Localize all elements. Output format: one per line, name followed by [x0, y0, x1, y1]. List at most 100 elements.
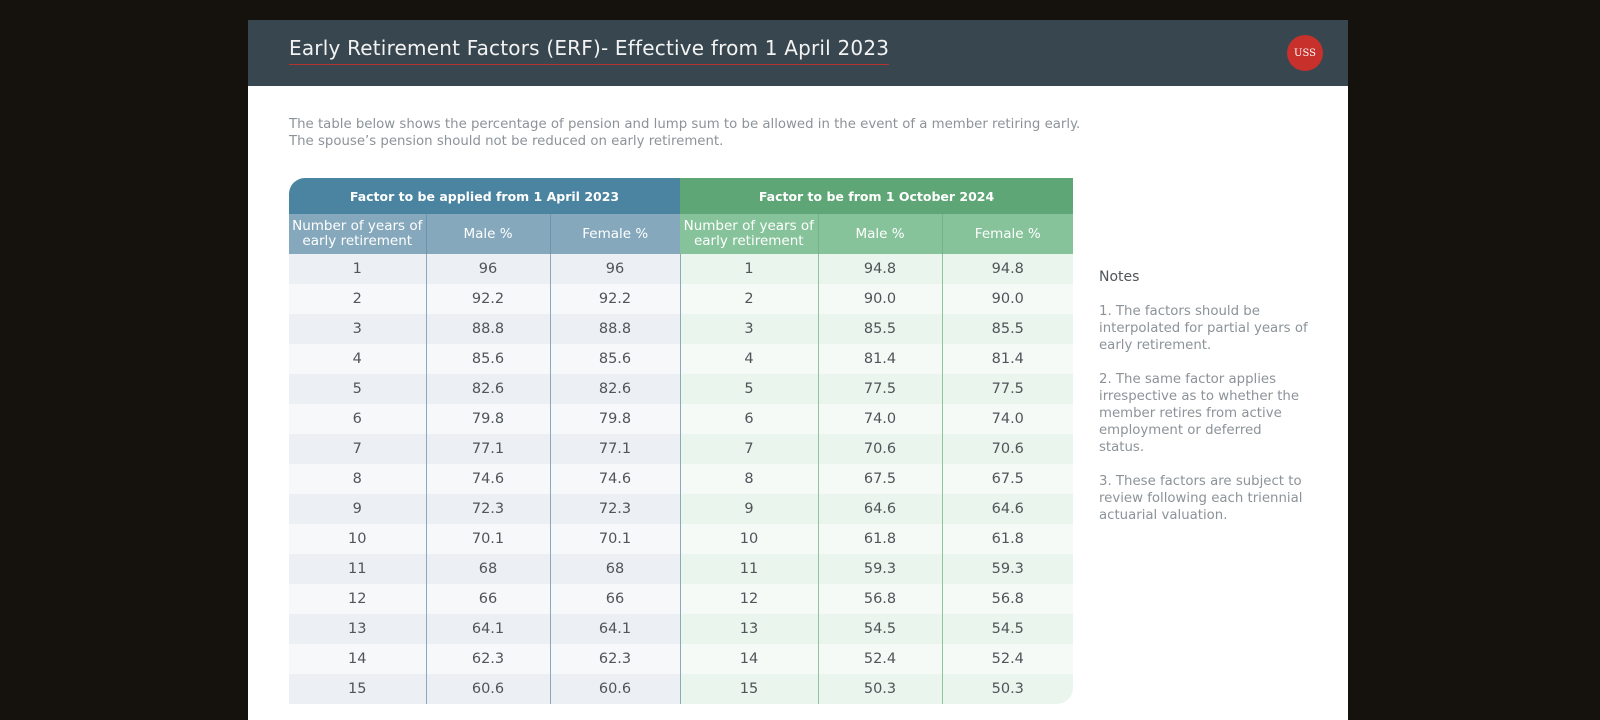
years-2024-cell: 3 — [680, 314, 819, 344]
male-2023-cell: 70.1 — [425, 524, 550, 554]
years-2024-cell: 12 — [680, 584, 819, 614]
male-2024-cell: 81.4 — [817, 344, 943, 374]
female-2024-cell: 81.4 — [941, 344, 1074, 374]
female-2023-cell: 85.6 — [549, 344, 681, 374]
male-2023-cell: 74.6 — [425, 464, 550, 494]
table-body: 1 96 96 1 94.8 94.8 2 92.2 92.2 2 90.0 90.0 3 88.8 88.… — [289, 254, 1074, 704]
years-2024-cell: 7 — [680, 434, 819, 464]
female-2023-cell: 92.2 — [549, 284, 681, 314]
years-2023-cell: 7 — [289, 434, 426, 464]
table-row: 10 70.1 70.1 10 61.8 61.8 — [289, 524, 1074, 554]
male-2023-cell: 66 — [425, 584, 550, 614]
notes-panel: Notes 1. The factors should be interpola… — [1099, 269, 1309, 541]
male-2024-cell: 74.0 — [817, 404, 943, 434]
intro-line-2: The spouse’s pension should not be reduc… — [289, 134, 724, 149]
years-2024-cell: 6 — [680, 404, 819, 434]
table-row: 13 64.1 64.1 13 54.5 54.5 — [289, 614, 1074, 644]
female-2023-cell: 70.1 — [549, 524, 681, 554]
group-header-2024: Factor to be from 1 October 2024 — [680, 178, 1074, 214]
female-2023-cell: 82.6 — [549, 374, 681, 404]
male-2023-cell: 72.3 — [425, 494, 550, 524]
male-2023-cell: 77.1 — [425, 434, 550, 464]
years-2023-cell: 14 — [289, 644, 426, 674]
female-2024-cell: 70.6 — [941, 434, 1074, 464]
female-2023-cell: 64.1 — [549, 614, 681, 644]
table-row: 6 79.8 79.8 6 74.0 74.0 — [289, 404, 1074, 434]
years-2024-cell: 4 — [680, 344, 819, 374]
male-2024-cell: 59.3 — [817, 554, 943, 584]
table-row: 1 96 96 1 94.8 94.8 — [289, 254, 1074, 284]
female-2024-cell: 74.0 — [941, 404, 1074, 434]
female-2024-cell: 56.8 — [941, 584, 1074, 614]
female-2023-cell: 68 — [549, 554, 681, 584]
male-2024-cell: 52.4 — [817, 644, 943, 674]
years-2023-cell: 15 — [289, 674, 426, 704]
male-2024-cell: 77.5 — [817, 374, 943, 404]
note-3: 3. These factors are subject to review f… — [1099, 474, 1303, 523]
years-2024-cell: 8 — [680, 464, 819, 494]
female-2024-cell: 77.5 — [941, 374, 1074, 404]
years-2024-cell: 5 — [680, 374, 819, 404]
intro-line-1: The table below shows the percentage of … — [289, 117, 1081, 132]
years-2024-cell: 1 — [680, 254, 819, 284]
col-header-years-2024: Number of years of early retirement — [680, 214, 819, 254]
male-2023-cell: 85.6 — [425, 344, 550, 374]
years-2024-cell: 10 — [680, 524, 819, 554]
female-2024-cell: 54.5 — [941, 614, 1074, 644]
notes-title: Notes — [1099, 269, 1140, 285]
intro-text: The table below shows the percentage of … — [289, 116, 1080, 150]
table-row: 8 74.6 74.6 8 67.5 67.5 — [289, 464, 1074, 494]
female-2024-cell: 90.0 — [941, 284, 1074, 314]
male-2024-cell: 64.6 — [817, 494, 943, 524]
female-2023-cell: 72.3 — [549, 494, 681, 524]
male-2024-cell: 70.6 — [817, 434, 943, 464]
male-2024-cell: 90.0 — [817, 284, 943, 314]
table-row: 15 60.6 60.6 15 50.3 50.3 — [289, 674, 1074, 704]
male-2024-cell: 50.3 — [817, 674, 943, 704]
table-row: 12 66 66 12 56.8 56.8 — [289, 584, 1074, 614]
female-2023-cell: 88.8 — [549, 314, 681, 344]
male-2023-cell: 88.8 — [425, 314, 550, 344]
years-2023-cell: 8 — [289, 464, 426, 494]
female-2023-cell: 62.3 — [549, 644, 681, 674]
female-2023-cell: 66 — [549, 584, 681, 614]
table-row: 14 62.3 62.3 14 52.4 52.4 — [289, 644, 1074, 674]
male-2023-cell: 96 — [425, 254, 550, 284]
years-2023-cell: 5 — [289, 374, 426, 404]
years-2023-cell: 13 — [289, 614, 426, 644]
years-2024-cell: 9 — [680, 494, 819, 524]
male-2024-cell: 61.8 — [817, 524, 943, 554]
years-2023-cell: 3 — [289, 314, 426, 344]
years-2024-cell: 13 — [680, 614, 819, 644]
female-2024-cell: 52.4 — [941, 644, 1074, 674]
female-2024-cell: 94.8 — [941, 254, 1074, 284]
years-2024-cell: 15 — [680, 674, 819, 704]
female-2024-cell: 50.3 — [941, 674, 1074, 704]
years-2023-cell: 4 — [289, 344, 426, 374]
uss-logo: USS — [1287, 35, 1323, 71]
female-2024-cell: 61.8 — [941, 524, 1074, 554]
header-bar: Early Retirement Factors (ERF)- Effectiv… — [248, 20, 1348, 86]
male-2023-cell: 92.2 — [425, 284, 550, 314]
table-row: 4 85.6 85.6 4 81.4 81.4 — [289, 344, 1074, 374]
female-2024-cell: 59.3 — [941, 554, 1074, 584]
table-row: 3 88.8 88.8 3 85.5 85.5 — [289, 314, 1074, 344]
years-2023-cell: 10 — [289, 524, 426, 554]
male-2023-cell: 64.1 — [425, 614, 550, 644]
years-2023-cell: 6 — [289, 404, 426, 434]
male-2024-cell: 85.5 — [817, 314, 943, 344]
male-2024-cell: 94.8 — [817, 254, 943, 284]
col-header-male-2024: Male % — [817, 214, 943, 254]
female-2024-cell: 64.6 — [941, 494, 1074, 524]
years-2023-cell: 11 — [289, 554, 426, 584]
col-header-years-2023: Number of years of early retirement — [289, 214, 426, 254]
years-2023-cell: 2 — [289, 284, 426, 314]
female-2024-cell: 67.5 — [941, 464, 1074, 494]
female-2023-cell: 96 — [549, 254, 681, 284]
male-2023-cell: 60.6 — [425, 674, 550, 704]
table-row: 11 68 68 11 59.3 59.3 — [289, 554, 1074, 584]
document-page: Early Retirement Factors (ERF)- Effectiv… — [248, 20, 1348, 720]
note-1: 1. The factors should be interpolated fo… — [1099, 304, 1308, 353]
male-2024-cell: 56.8 — [817, 584, 943, 614]
years-2023-cell: 12 — [289, 584, 426, 614]
